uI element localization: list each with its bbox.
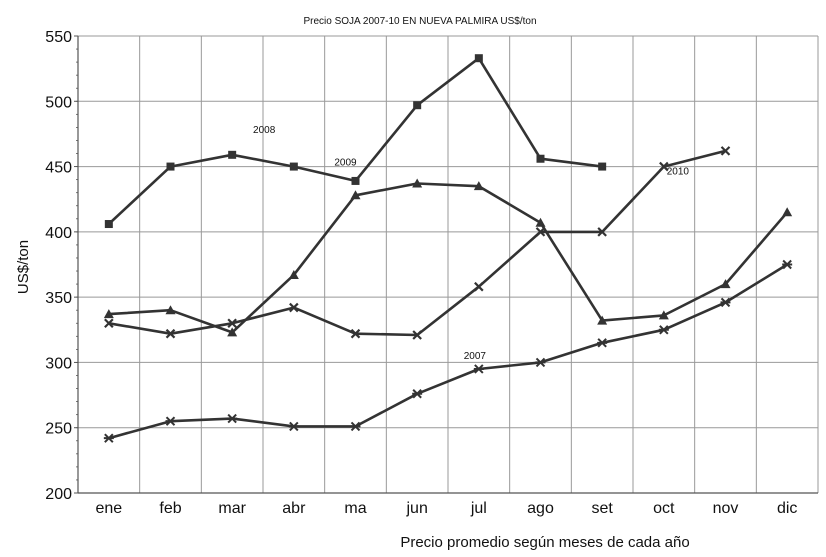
y-axis-title: US$/ton — [15, 240, 32, 294]
point-2009-set — [597, 315, 608, 325]
x-tick-ene: ene — [95, 500, 122, 517]
point-2009-jul — [473, 181, 484, 191]
x-tick-abr: abr — [282, 500, 306, 517]
x-tick-labels: ene feb mar abr ma jun jul ago set oct nov dic — [95, 500, 797, 517]
point-2008-mar — [228, 150, 237, 159]
point-2009-abr — [288, 269, 299, 279]
x-tick-jul: jul — [470, 500, 487, 517]
point-2010-mar — [227, 318, 237, 329]
point-2008-ago — [536, 154, 545, 163]
series-line-2009 — [108, 182, 789, 334]
y-tick-350: 350 — [45, 290, 72, 307]
x-tick-dic: dic — [777, 500, 797, 517]
x-tick-ma: ma — [344, 500, 366, 517]
x-tick-mar: mar — [218, 500, 246, 517]
point-2007-mar — [227, 413, 238, 424]
point-2007-jun — [412, 389, 423, 399]
point-2007-dic — [782, 259, 793, 270]
series-labels: 2007 2008 2009 2010 — [253, 125, 689, 362]
point-2009-mar — [227, 327, 238, 337]
x-axis-title: Precio promedio según meses de cada año — [400, 534, 689, 551]
point-2009-ene — [103, 309, 114, 319]
point-2008-set — [598, 162, 607, 171]
point-2009-ma — [350, 190, 361, 200]
y-tick-250: 250 — [45, 421, 72, 438]
x-tick-ago: ago — [527, 500, 554, 517]
point-2008-ma — [351, 176, 360, 185]
point-2010-ene — [104, 318, 114, 329]
y-tick-550: 550 — [45, 29, 72, 46]
point-2007-abr — [288, 421, 299, 432]
point-2010-abr — [289, 302, 299, 313]
y-tick-450: 450 — [45, 160, 72, 177]
chart-title: Precio SOJA 2007-10 EN NUEVA PALMIRA US$… — [303, 16, 536, 27]
x-tick-jun: jun — [405, 500, 427, 517]
point-2010-jun — [412, 330, 422, 340]
y-tick-200: 200 — [45, 486, 72, 503]
point-2007-oct — [658, 325, 669, 335]
x-tick-nov: nov — [713, 500, 739, 517]
y-tick-300: 300 — [45, 355, 72, 372]
y-tick-labels: 200 250 300 350 400 450 500 550 — [45, 29, 72, 503]
point-2009-nov — [720, 279, 731, 289]
series-label-2008: 2008 — [253, 125, 276, 136]
point-2010-jul — [474, 281, 484, 292]
point-2010-feb — [165, 328, 176, 339]
axes — [74, 35, 818, 494]
point-2008-ene — [104, 220, 113, 229]
point-2007-ago — [535, 357, 546, 368]
point-2007-feb — [165, 416, 176, 426]
x-tick-oct: oct — [653, 500, 675, 517]
series-label-2010: 2010 — [667, 167, 690, 178]
point-2009-jun — [412, 178, 423, 188]
series-markers — [103, 54, 793, 443]
point-2008-abr — [289, 162, 298, 171]
series-line-2007 — [108, 263, 788, 440]
point-2010-nov — [720, 146, 731, 156]
point-2010-ago — [535, 227, 546, 237]
y-tick-500: 500 — [45, 94, 72, 111]
series-label-2007: 2007 — [464, 351, 487, 362]
point-2007-ma — [350, 421, 361, 432]
point-2008-jul — [474, 54, 483, 63]
point-2007-set — [597, 338, 608, 348]
point-2010-oct — [659, 161, 669, 172]
point-2010-ma — [350, 328, 361, 339]
x-tick-set: set — [591, 500, 613, 517]
point-2009-dic — [782, 207, 793, 217]
point-2007-jul — [473, 364, 484, 374]
point-2007-ene — [103, 433, 114, 443]
point-2009-oct — [658, 310, 669, 320]
y-tick-400: 400 — [45, 225, 72, 242]
grid — [77, 35, 819, 494]
point-2009-ago — [535, 217, 546, 227]
point-2007-nov — [720, 297, 731, 308]
point-2008-jun — [413, 101, 422, 110]
point-2008-feb — [166, 162, 175, 171]
point-2010-set — [597, 227, 607, 237]
series-label-2009: 2009 — [334, 157, 357, 168]
x-tick-feb: feb — [159, 500, 181, 517]
point-2009-feb — [165, 305, 176, 315]
